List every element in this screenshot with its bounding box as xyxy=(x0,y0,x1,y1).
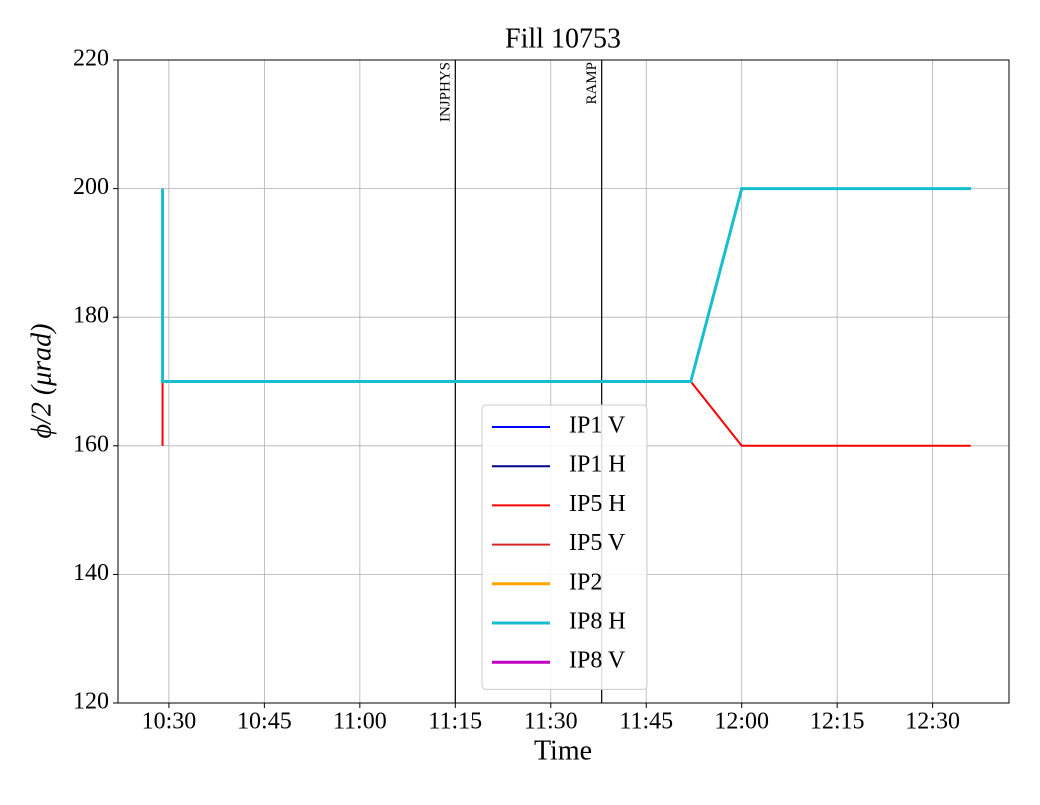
event-label: RAMP xyxy=(584,62,600,105)
x-tick-label: 12:15 xyxy=(810,709,865,735)
legend-box xyxy=(481,404,648,690)
y-tick-label: 200 xyxy=(73,174,109,200)
x-axis-label: Time xyxy=(534,735,592,766)
x-tick-label: 10:30 xyxy=(142,709,197,735)
x-tick-label: 11:15 xyxy=(428,709,482,735)
y-tick-label: 140 xyxy=(73,560,109,586)
y-tick-label: 160 xyxy=(73,431,109,457)
plot-frame xyxy=(117,59,1010,704)
legend-label: IP1 H xyxy=(569,452,626,478)
legend-label: IP5 H xyxy=(569,491,626,517)
series-line xyxy=(161,187,971,383)
legend-label: IP8 V xyxy=(569,648,626,674)
x-tick-label: 11:45 xyxy=(619,709,673,735)
y-axis-label: ϕ/2 (μrad) xyxy=(26,324,57,439)
x-tick-label: 12:30 xyxy=(905,709,960,735)
x-tick-label: 11:00 xyxy=(333,709,387,735)
legend-label: IP5 V xyxy=(569,530,626,556)
x-tick-label: 10:45 xyxy=(237,709,292,735)
y-tick-label: 120 xyxy=(73,689,109,715)
x-tick-label: 12:00 xyxy=(714,709,769,735)
legend-label: IP1 V xyxy=(569,413,626,439)
series-line xyxy=(161,187,971,383)
series-line xyxy=(161,187,971,383)
chart-title: Fill 10753 xyxy=(505,23,621,54)
event-label: INJPHYS xyxy=(438,62,454,122)
legend-label: IP2 xyxy=(569,569,602,595)
x-tick-label: 11:30 xyxy=(524,709,578,735)
legend: IP1 V IP1 H IP5 H IP5 V IP2 IP8 H IP8 V xyxy=(481,404,648,690)
y-tick-label: 180 xyxy=(73,303,109,329)
legend-label: IP8 H xyxy=(569,609,626,635)
y-tick-label: 220 xyxy=(73,46,109,72)
